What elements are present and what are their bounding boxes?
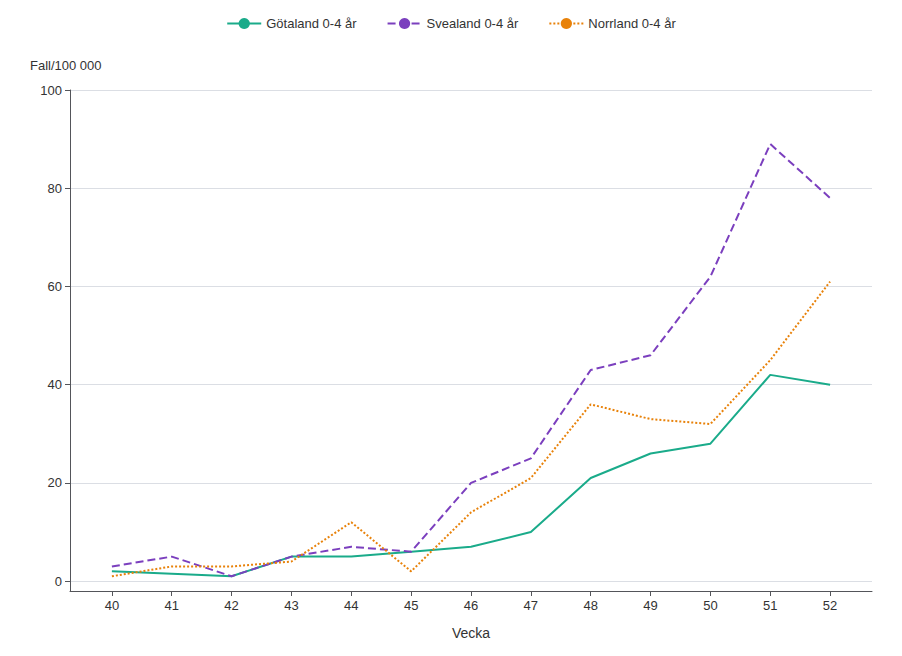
svg-text:43: 43 (284, 598, 298, 613)
svg-text:Götaland 0-4 år: Götaland 0-4 år (266, 16, 357, 31)
svg-text:Svealand 0-4 år: Svealand 0-4 år (427, 16, 519, 31)
svg-text:47: 47 (524, 598, 538, 613)
svg-text:48: 48 (583, 598, 597, 613)
svg-text:80: 80 (48, 181, 62, 196)
svg-text:100: 100 (40, 83, 62, 98)
svg-text:Norrland 0-4 år: Norrland 0-4 år (588, 16, 676, 31)
svg-text:52: 52 (823, 598, 837, 613)
svg-text:20: 20 (48, 475, 62, 490)
svg-text:42: 42 (224, 598, 238, 613)
svg-text:44: 44 (344, 598, 358, 613)
svg-text:45: 45 (404, 598, 418, 613)
svg-text:40: 40 (48, 377, 62, 392)
svg-text:Vecka: Vecka (452, 625, 490, 641)
svg-text:41: 41 (165, 598, 179, 613)
svg-text:60: 60 (48, 279, 62, 294)
svg-text:40: 40 (105, 598, 119, 613)
svg-text:50: 50 (703, 598, 717, 613)
svg-text:Fall/100 000: Fall/100 000 (30, 58, 102, 73)
svg-text:49: 49 (643, 598, 657, 613)
svg-text:46: 46 (464, 598, 478, 613)
svg-text:0: 0 (55, 574, 62, 589)
svg-text:51: 51 (763, 598, 777, 613)
